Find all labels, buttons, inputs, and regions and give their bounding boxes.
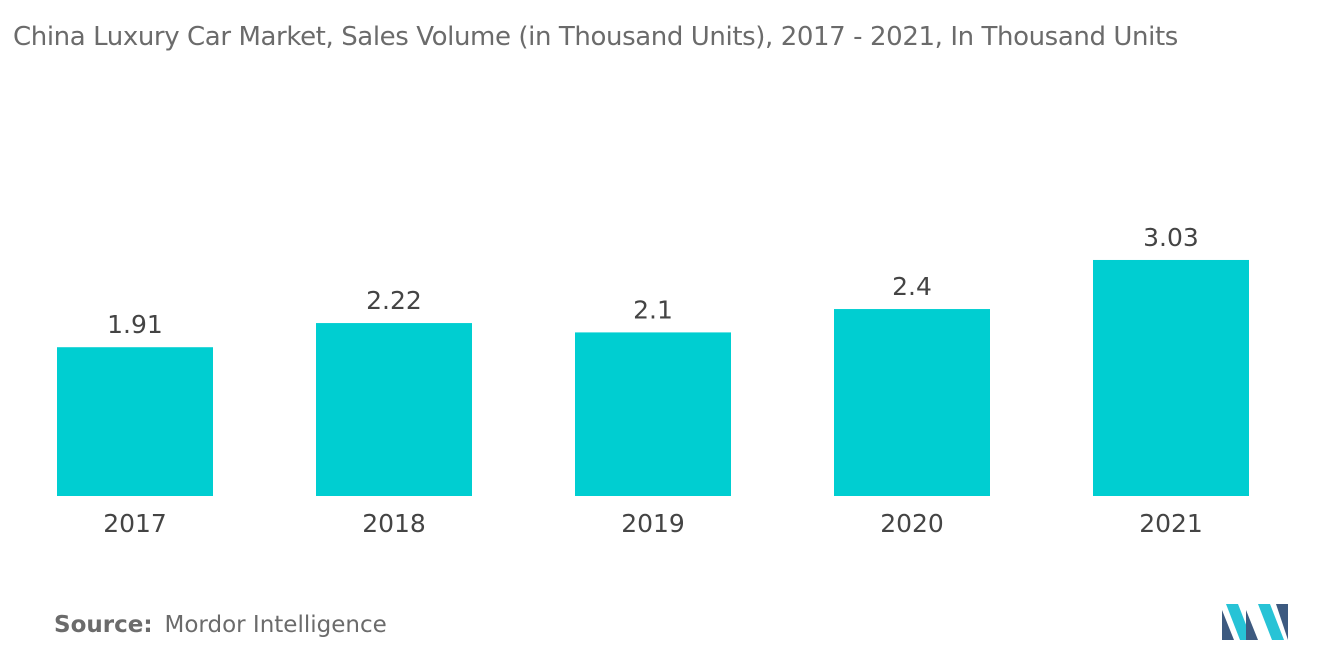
- data-label-2018: 2.22: [366, 286, 422, 315]
- data-label-2020: 2.4: [892, 272, 932, 301]
- x-tick-label-2017: 2017: [103, 509, 167, 538]
- source-label: Source:: [54, 612, 153, 638]
- chart-title: China Luxury Car Market, Sales Volume (i…: [13, 22, 1178, 52]
- data-label-2019: 2.1: [633, 295, 673, 324]
- bar-2021: [1093, 259, 1249, 496]
- x-tick-label-2021: 2021: [1139, 509, 1203, 538]
- source-note: Source: Mordor Intelligence: [54, 612, 387, 638]
- bar-2019: [575, 332, 731, 496]
- data-label-2017: 1.91: [107, 310, 163, 339]
- mordor-intelligence-logo: [1222, 604, 1288, 640]
- data-label-2021: 3.03: [1143, 223, 1199, 252]
- x-tick-label-2018: 2018: [362, 509, 426, 538]
- bar-2018: [316, 323, 472, 496]
- x-tick-label-2020: 2020: [880, 509, 944, 538]
- x-tick-label-2019: 2019: [621, 509, 685, 538]
- source-text: Mordor Intelligence: [164, 612, 387, 638]
- bar-2017: [57, 347, 213, 496]
- bar-2020: [834, 309, 990, 496]
